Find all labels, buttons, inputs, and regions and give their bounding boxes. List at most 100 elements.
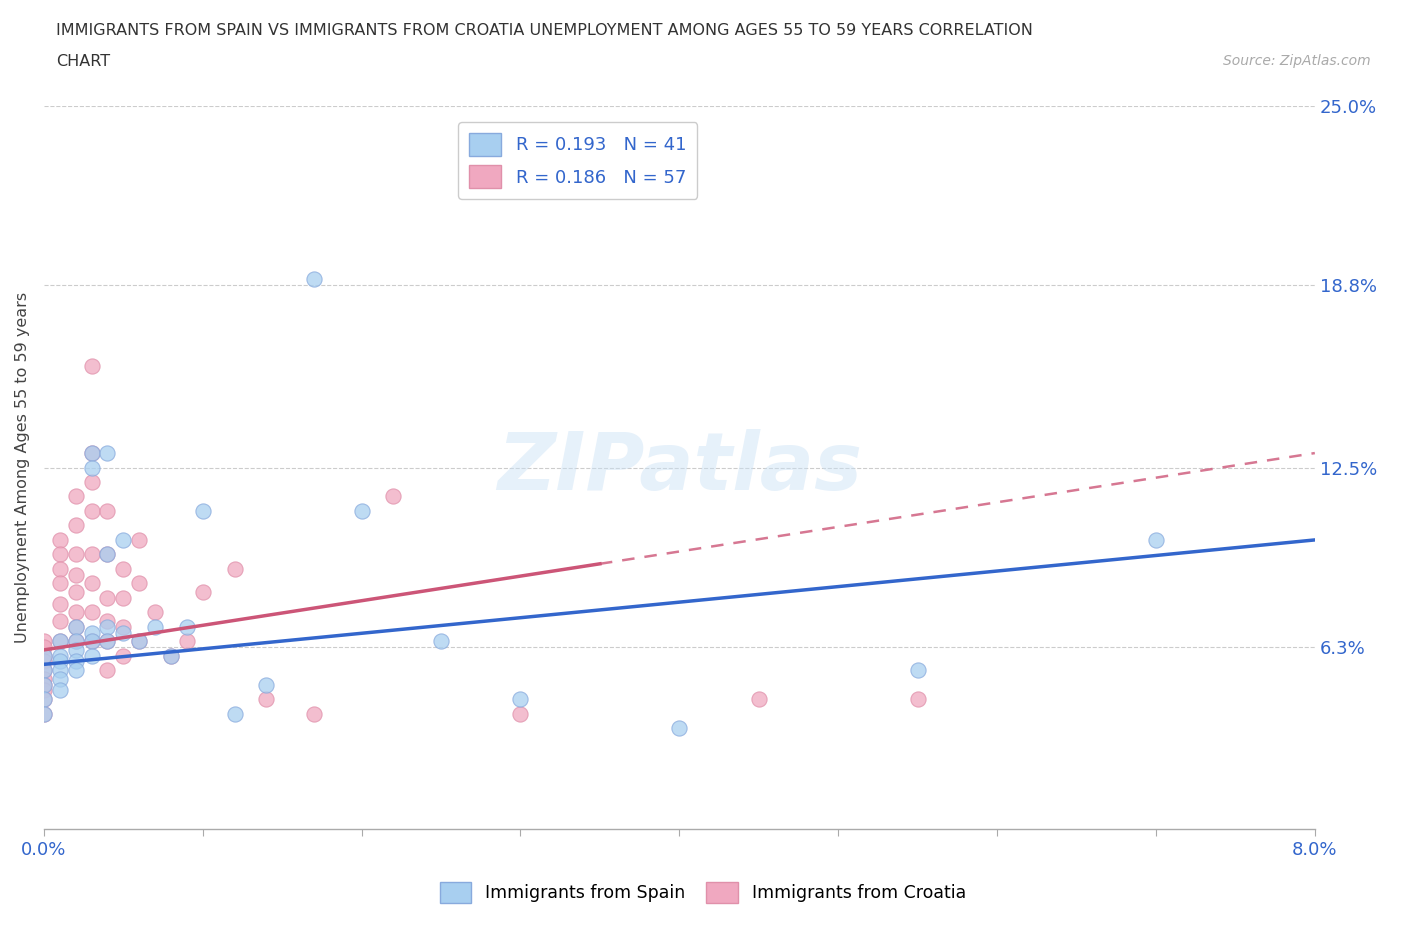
Point <box>128 533 150 548</box>
Point <box>49 663 72 678</box>
Point <box>49 683 72 698</box>
Legend: Immigrants from Spain, Immigrants from Croatia: Immigrants from Spain, Immigrants from C… <box>433 875 973 910</box>
Point <box>32 692 55 707</box>
Point <box>32 671 55 686</box>
Point <box>49 633 72 648</box>
Point <box>65 489 87 504</box>
Point <box>143 619 166 634</box>
Point <box>96 633 118 648</box>
Point <box>907 692 929 707</box>
Point <box>430 633 453 648</box>
Text: IMMIGRANTS FROM SPAIN VS IMMIGRANTS FROM CROATIA UNEMPLOYMENT AMONG AGES 55 TO 5: IMMIGRANTS FROM SPAIN VS IMMIGRANTS FROM… <box>56 23 1033 38</box>
Point <box>80 460 103 475</box>
Point <box>65 547 87 562</box>
Point <box>49 614 72 629</box>
Point <box>509 706 531 721</box>
Point <box>49 533 72 548</box>
Point <box>32 706 55 721</box>
Point <box>509 692 531 707</box>
Point <box>65 567 87 582</box>
Point <box>49 562 72 577</box>
Point <box>32 663 55 678</box>
Point <box>382 489 405 504</box>
Point <box>128 633 150 648</box>
Point <box>128 633 150 648</box>
Point <box>49 633 72 648</box>
Text: CHART: CHART <box>56 54 110 69</box>
Point <box>96 633 118 648</box>
Point <box>49 576 72 591</box>
Point <box>302 706 325 721</box>
Point <box>32 648 55 663</box>
Point <box>32 683 55 698</box>
Point <box>80 474 103 489</box>
Point <box>80 648 103 663</box>
Point <box>128 576 150 591</box>
Point <box>350 503 373 518</box>
Point <box>49 671 72 686</box>
Point <box>224 562 246 577</box>
Point <box>112 533 135 548</box>
Point <box>191 585 214 600</box>
Point <box>49 648 72 663</box>
Point <box>80 633 103 648</box>
Point <box>32 648 55 663</box>
Point <box>112 625 135 640</box>
Point <box>80 633 103 648</box>
Point <box>112 648 135 663</box>
Point <box>160 648 183 663</box>
Point <box>96 503 118 518</box>
Point <box>160 648 183 663</box>
Point <box>96 591 118 605</box>
Point <box>112 562 135 577</box>
Point <box>80 625 103 640</box>
Point <box>65 633 87 648</box>
Point <box>65 619 87 634</box>
Point <box>302 272 325 286</box>
Point <box>668 721 690 736</box>
Legend: R = 0.193   N = 41, R = 0.186   N = 57: R = 0.193 N = 41, R = 0.186 N = 57 <box>458 122 697 199</box>
Point <box>96 547 118 562</box>
Point <box>32 663 55 678</box>
Point <box>96 445 118 460</box>
Point <box>65 643 87 658</box>
Point <box>32 633 55 648</box>
Text: Source: ZipAtlas.com: Source: ZipAtlas.com <box>1223 54 1371 68</box>
Point <box>65 654 87 669</box>
Point <box>49 596 72 611</box>
Point <box>32 677 55 692</box>
Point <box>32 677 55 692</box>
Point <box>112 591 135 605</box>
Point <box>1144 533 1167 548</box>
Point <box>907 663 929 678</box>
Point <box>65 585 87 600</box>
Point <box>224 706 246 721</box>
Point <box>49 654 72 669</box>
Point <box>80 604 103 619</box>
Point <box>96 663 118 678</box>
Point <box>49 547 72 562</box>
Point <box>112 619 135 634</box>
Point <box>65 518 87 533</box>
Point <box>80 503 103 518</box>
Point <box>96 619 118 634</box>
Point <box>80 359 103 374</box>
Text: ZIPatlas: ZIPatlas <box>496 429 862 507</box>
Point <box>748 692 770 707</box>
Point <box>80 445 103 460</box>
Point <box>32 692 55 707</box>
Point <box>176 619 198 634</box>
Y-axis label: Unemployment Among Ages 55 to 59 years: Unemployment Among Ages 55 to 59 years <box>15 292 30 644</box>
Point <box>32 640 55 655</box>
Point <box>80 445 103 460</box>
Point <box>96 614 118 629</box>
Point <box>254 677 277 692</box>
Point <box>80 576 103 591</box>
Point <box>65 663 87 678</box>
Point <box>80 547 103 562</box>
Point <box>143 604 166 619</box>
Point <box>65 604 87 619</box>
Point <box>176 633 198 648</box>
Point <box>32 654 55 669</box>
Point <box>65 633 87 648</box>
